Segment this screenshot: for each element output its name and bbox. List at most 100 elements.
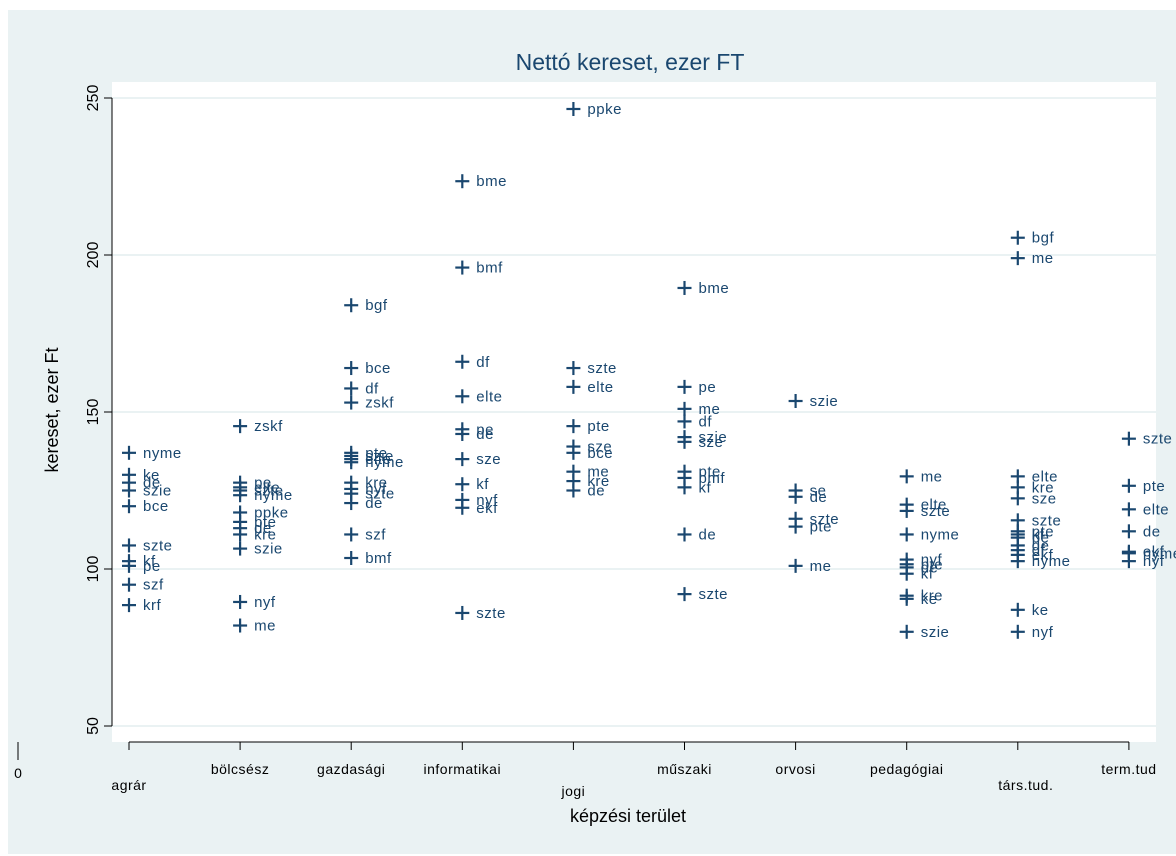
point-label: pte xyxy=(254,514,276,531)
point-label: me xyxy=(1032,250,1054,267)
point-label: szte xyxy=(143,537,173,554)
data-point: nyf xyxy=(1010,624,1054,641)
data-point: de xyxy=(566,483,605,500)
point-label: kre xyxy=(587,473,609,490)
data-point: elte xyxy=(566,379,613,396)
data-point: sze xyxy=(455,451,501,468)
x-axis-label: képzési terület xyxy=(570,806,686,826)
point-label: ke xyxy=(143,467,160,484)
data-point: me xyxy=(677,401,721,418)
point-label: kf xyxy=(699,479,712,496)
point-label: szie xyxy=(143,483,172,500)
point-label: pe xyxy=(143,558,161,575)
point-label: bce xyxy=(365,360,391,377)
point-label: sze xyxy=(587,439,612,456)
data-point: szte xyxy=(899,503,950,520)
point-label: nyme xyxy=(1032,553,1071,570)
point-label: df xyxy=(476,354,490,371)
data-point: kf xyxy=(899,566,934,583)
x-tick-label: pedagógiai xyxy=(870,761,944,777)
data-point: ke xyxy=(122,467,160,484)
data-point: nyme xyxy=(344,454,403,471)
point-label: szie xyxy=(699,429,728,446)
data-point: szte xyxy=(566,360,617,377)
point-label: pte xyxy=(365,445,387,462)
point-label: bce xyxy=(143,498,169,515)
point-label: kre xyxy=(365,475,387,492)
data-point: elte xyxy=(1010,468,1058,485)
data-point: kre xyxy=(233,526,276,543)
x-tick-label: műszaki xyxy=(657,761,712,777)
point-label: pte xyxy=(921,556,943,573)
y-tick-labels: 50 100 150 200 250 xyxy=(85,85,102,735)
data-point: bce xyxy=(122,498,169,515)
point-label: df xyxy=(699,413,713,430)
point-label: kre xyxy=(254,526,276,543)
point-label: me xyxy=(921,468,943,485)
point-label: bme xyxy=(699,280,730,297)
point-label: ekf xyxy=(1143,544,1165,561)
data-point: zskf xyxy=(233,418,283,435)
x-tick-label: jogi xyxy=(561,783,586,799)
point-label: szte xyxy=(587,360,617,377)
point-label: bgf xyxy=(365,297,388,314)
point-label: szte xyxy=(476,605,506,622)
point-label: szie xyxy=(365,448,394,465)
point-label: de xyxy=(476,426,494,443)
data-point: bce xyxy=(344,360,391,377)
point-label: de xyxy=(587,483,605,500)
data-point: pte xyxy=(1121,478,1165,495)
point-label: me xyxy=(810,558,832,575)
point-label: sze xyxy=(1032,490,1057,507)
data-points: nymekedesziebcesztekfpeszfkrfzskfpeeltes… xyxy=(122,101,1176,641)
data-point: ppke xyxy=(233,504,288,521)
data-point: ke xyxy=(899,591,937,608)
data-point: de xyxy=(788,489,827,506)
data-point: ppke xyxy=(566,101,621,118)
point-label: nyf xyxy=(1032,624,1054,641)
data-point: sze xyxy=(677,434,723,451)
point-label: nyme xyxy=(143,445,182,462)
data-point: nyme xyxy=(1010,553,1071,570)
data-point: nyme xyxy=(899,526,959,543)
data-point: kf xyxy=(455,476,489,493)
data-point: bmf xyxy=(455,260,503,277)
point-label: df xyxy=(1032,542,1046,559)
point-label: bmf xyxy=(699,470,726,487)
point-label: pe xyxy=(699,379,717,396)
point-label: ekf xyxy=(1032,547,1054,564)
point-label: bmf xyxy=(365,550,392,567)
data-point: nyf xyxy=(1121,553,1164,570)
x-tick-label: bölcsész xyxy=(211,761,269,777)
point-label: bgf xyxy=(1032,230,1055,247)
point-label: bmf xyxy=(476,260,503,277)
x-tick-labels: agrár bölcsész gazdasági informatikai jogi mű… xyxy=(111,761,1156,799)
point-label: kre xyxy=(1032,479,1054,496)
point-label: zskf xyxy=(254,418,283,435)
data-point: krf xyxy=(122,597,161,614)
data-point: nyf xyxy=(233,594,275,611)
point-label: szte xyxy=(365,486,395,503)
data-point: elte xyxy=(455,388,502,405)
grid-lines xyxy=(112,97,1156,727)
data-point: bgf xyxy=(344,297,388,314)
x-tick-label: agrár xyxy=(111,777,146,793)
y-tick-label: 150 xyxy=(85,399,102,426)
point-label: elte xyxy=(254,479,280,496)
point-label: sze xyxy=(476,451,501,468)
point-label: se xyxy=(810,483,827,500)
point-label: elte xyxy=(1032,468,1058,485)
data-point: ekf xyxy=(455,500,498,517)
data-point: pe xyxy=(677,379,717,396)
point-label: kf xyxy=(921,566,934,583)
point-label: me xyxy=(699,401,721,418)
point-label: zskf xyxy=(365,395,394,412)
data-point: elte xyxy=(1121,501,1169,518)
x-axis-zero-label: 0 xyxy=(14,765,22,781)
data-point: bce xyxy=(566,445,613,462)
data-point: pte xyxy=(566,418,609,435)
data-point: szte xyxy=(122,537,173,554)
axes xyxy=(17,97,1130,760)
